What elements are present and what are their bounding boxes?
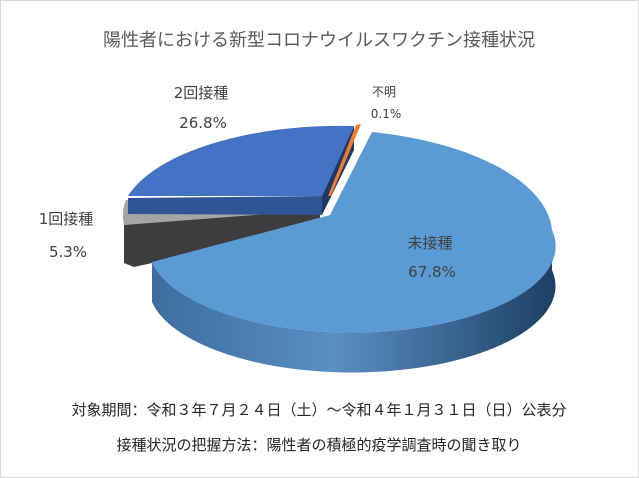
label-unvaccinated-name: 未接種 xyxy=(407,234,452,252)
data-labels: 未接種 67.8% 1回接種 5.3% 2回接種 26.8% 不明 0.1% xyxy=(39,84,456,281)
footnote-method: 接種状況の把握方法：陽性者の積極的疫学調査時の聞き取り xyxy=(116,436,521,454)
pie-slice-side-unvaccinated xyxy=(152,230,556,373)
label-2dose-name: 2回接種 xyxy=(174,84,229,102)
pie-slice-unknown xyxy=(328,124,361,196)
label-unknown-pct: 0.1% xyxy=(371,107,402,121)
pie-slice-2dose xyxy=(128,125,354,196)
chart-title: 陽性者における新型コロナウイルスワクチン接種状況 xyxy=(103,30,535,51)
pie-slice-side-1dose xyxy=(124,200,320,267)
label-unknown-name: 不明 xyxy=(372,85,396,99)
pie-slice-unvaccinated xyxy=(152,132,556,333)
pie-slice-side-2dose xyxy=(128,196,322,215)
label-2dose-pct: 26.8% xyxy=(179,114,227,132)
label-1dose-name: 1回接種 xyxy=(39,210,94,228)
pie-group xyxy=(122,124,556,373)
label-1dose-pct: 5.3% xyxy=(49,243,87,261)
label-unvaccinated-pct: 67.8% xyxy=(408,263,456,281)
footnote-period: 対象期間：令和３年７月２４日（土）～令和４年１月３１日（日）公表分 xyxy=(71,401,566,419)
